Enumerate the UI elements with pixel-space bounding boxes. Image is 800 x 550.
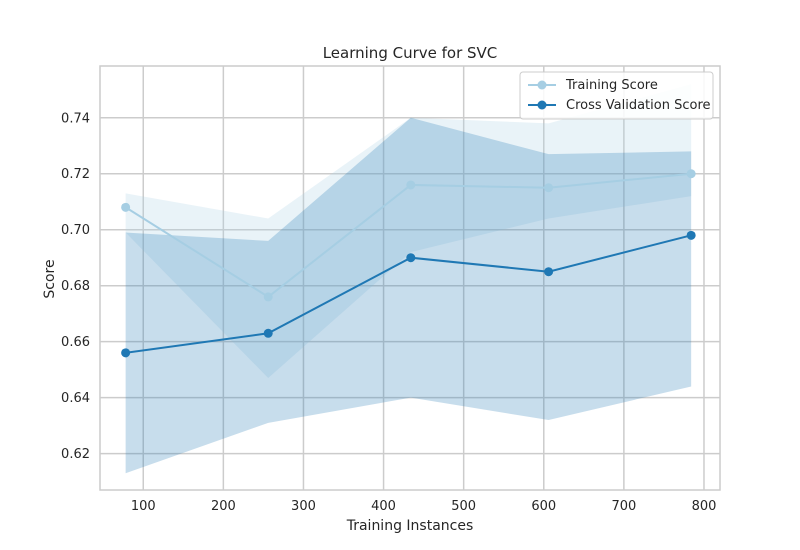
cross-validation-score-point [406, 253, 416, 263]
training-score-point [121, 202, 131, 212]
y-tick-label: 0.68 [61, 279, 90, 294]
y-tick-label: 0.72 [61, 167, 90, 182]
legend-label-cross-validation: Cross Validation Score [566, 98, 711, 113]
y-tick-label: 0.62 [61, 447, 90, 462]
x-tick-labels: 100 200 300 400 500 600 700 800 [131, 499, 717, 514]
grid-lines [100, 66, 720, 490]
confidence-bands [125, 84, 692, 474]
x-tick-label: 800 [692, 499, 717, 514]
cross-validation-score-point [263, 328, 273, 338]
x-tick-label: 300 [291, 499, 316, 514]
y-axis-label: Score [42, 259, 58, 298]
training-score-band [125, 84, 692, 379]
y-tick-label: 0.64 [61, 391, 90, 406]
legend-marker-training [537, 80, 547, 90]
y-tick-labels: 0.62 0.64 0.66 0.68 0.70 0.72 0.74 [61, 111, 90, 462]
training-score-point [544, 183, 554, 193]
training-score-point [263, 292, 273, 302]
training-score-point [406, 180, 416, 190]
legend-label-training: Training Score [565, 78, 658, 93]
chart-title: Learning Curve for SVC [323, 44, 498, 62]
cross-validation-score-point [121, 348, 131, 358]
legend-box [519, 71, 714, 120]
x-tick-label: 700 [611, 499, 636, 514]
y-tick-label: 0.74 [61, 111, 90, 126]
legend: Training Score Cross Validation Score [519, 71, 714, 120]
y-tick-label: 0.66 [61, 335, 90, 350]
plot-background [100, 66, 720, 490]
cross-validation-score-point [544, 267, 554, 277]
training-score-point [686, 169, 696, 179]
legend-marker-cross-validation [537, 100, 547, 110]
x-tick-label: 500 [451, 499, 476, 514]
plot-frame [99, 65, 721, 491]
series-points [121, 169, 696, 358]
x-tick-label: 400 [371, 499, 396, 514]
x-tick-label: 600 [531, 499, 556, 514]
y-tick-label: 0.70 [61, 223, 90, 238]
x-tick-label: 100 [131, 499, 156, 514]
x-axis-label: Training Instances [346, 518, 474, 534]
cross-validation-score-point [686, 230, 696, 240]
x-tick-label: 200 [211, 499, 236, 514]
cross-validation-score-band [125, 117, 692, 474]
